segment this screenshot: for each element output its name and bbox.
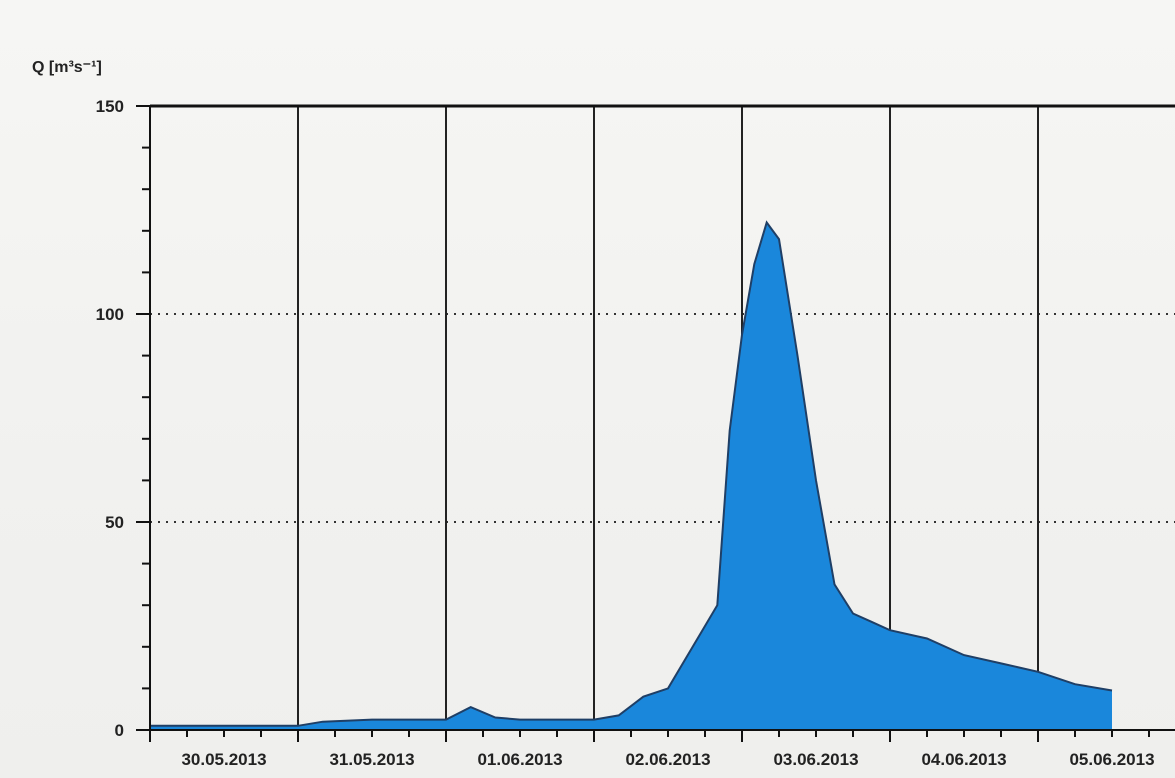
discharge-line: [150, 220, 1113, 727]
x-tick-label-3: 02.06.2013: [625, 750, 710, 769]
y-axis-label: Q [m³s⁻¹]: [32, 59, 102, 76]
labels-layer: 0 50 100 150 30.05.2013 31.05.2013 01.06.2013 0…: [96, 97, 1155, 769]
discharge-area: [150, 222, 1112, 730]
x-tick-label-0: 30.05.2013: [181, 750, 266, 769]
y-tick-label-50: 50: [105, 513, 124, 532]
x-tick-label-2: 01.06.2013: [477, 750, 562, 769]
x-tick-label-6: 05.06.2013: [1069, 750, 1154, 769]
x-tick-label-1: 31.05.2013: [329, 750, 414, 769]
y-tick-label-150: 150: [96, 97, 124, 116]
gridlines: [150, 106, 1175, 730]
x-tick-label-5: 04.06.2013: [921, 750, 1006, 769]
y-tick-label-0: 0: [115, 721, 124, 740]
x-tick-label-4: 03.06.2013: [773, 750, 858, 769]
area-layer: [150, 220, 1113, 730]
y-tick-label-100: 100: [96, 305, 124, 324]
axes-layer: [136, 104, 1175, 742]
